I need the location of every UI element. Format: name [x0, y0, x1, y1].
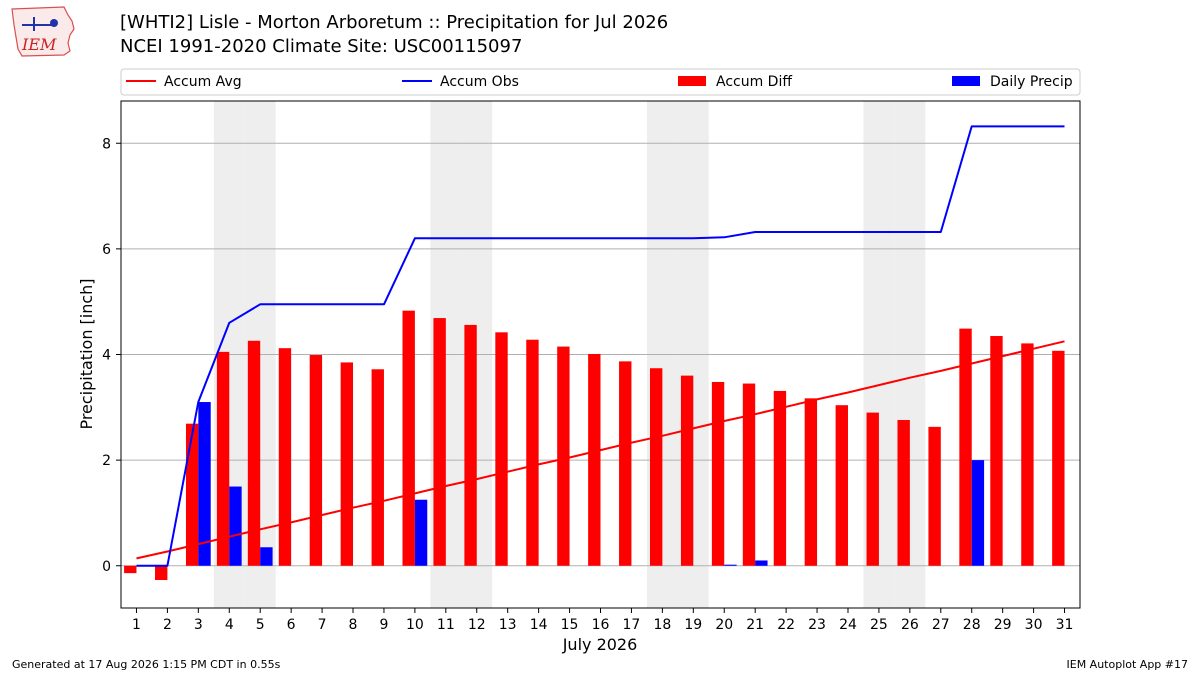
x-tick-label-15: 15 — [561, 617, 579, 633]
x-tick-label-11: 11 — [437, 617, 455, 633]
footer-app: IEM Autoplot App #17 — [1066, 658, 1189, 671]
accum-diff-bar-16 — [588, 353, 601, 566]
accum-diff-bar-28 — [959, 328, 972, 566]
y-tick-label-2: 2 — [102, 453, 111, 469]
accum-diff-bar-22 — [773, 390, 787, 566]
daily-precip-bar-28 — [971, 460, 985, 566]
y-tick-label-6: 6 — [102, 242, 111, 258]
x-tick-label-5: 5 — [256, 617, 265, 633]
legend-label-accum-diff: Accum Diff — [716, 74, 792, 90]
accum-diff-bar-21 — [742, 383, 756, 566]
accum-diff-bar-1 — [124, 565, 137, 574]
legend: Accum Avg Accum Obs Accum Diff Daily Pre… — [120, 68, 1081, 96]
daily-precip-bar-21 — [755, 560, 768, 566]
x-tick-label-9: 9 — [379, 617, 388, 633]
x-tick-label-8: 8 — [349, 617, 358, 633]
accum-diff-bar-10 — [402, 310, 415, 566]
y-tick-label-4: 4 — [102, 348, 111, 364]
accum-diff-bar-29 — [990, 336, 1003, 566]
accum-diff-bar-25 — [866, 412, 879, 566]
logo-text: IEM — [21, 35, 57, 54]
legend-label-accum-avg: Accum Avg — [164, 74, 242, 90]
accum-diff-bar-6 — [278, 348, 292, 566]
daily-precip-bar-5 — [260, 547, 273, 566]
x-tick-label-3: 3 — [194, 617, 203, 633]
y-axis-label: Precipitation [inch] — [77, 278, 96, 429]
daily-precip-bar-3 — [198, 402, 211, 566]
x-tick-label-12: 12 — [468, 617, 486, 633]
accum-diff-bar-13 — [495, 332, 508, 566]
accum-diff-bar-12 — [464, 324, 477, 566]
accum-diff-bar-7 — [309, 355, 323, 566]
accum-diff-bar-19 — [680, 375, 694, 566]
accum-diff-bar-20 — [711, 381, 725, 566]
accum-obs-line — [136, 125, 1065, 567]
x-tick-label-10: 10 — [406, 617, 424, 633]
accum-diff-bar-8 — [340, 362, 354, 566]
x-tick-label-2: 2 — [163, 617, 172, 633]
accum-diff-bar-30 — [1021, 343, 1034, 566]
x-tick-label-6: 6 — [287, 617, 296, 633]
x-tick-label-30: 30 — [1025, 617, 1043, 633]
x-tick-label-27: 27 — [932, 617, 950, 633]
legend-swatch-accum-diff — [678, 76, 706, 86]
x-tick-label-16: 16 — [592, 617, 610, 633]
daily-precip-bar-4 — [229, 486, 242, 566]
legend-label-daily-precip: Daily Precip — [990, 74, 1073, 90]
legend-box — [120, 68, 1081, 96]
accum-diff-bar-14 — [526, 339, 539, 566]
x-tick-label-18: 18 — [653, 617, 671, 633]
x-tick-label-25: 25 — [870, 617, 888, 633]
chart-title: [WHTI2] Lisle - Morton Arboretum :: Prec… — [120, 12, 669, 33]
accum-diff-bar-2 — [155, 565, 168, 581]
daily-precip-bar-20 — [724, 564, 737, 566]
accum-diff-bar-24 — [835, 405, 848, 566]
accum-diff-bar-17 — [619, 361, 632, 566]
accum-diff-bar-23 — [804, 398, 818, 566]
x-tick-label-26: 26 — [901, 617, 919, 633]
x-tick-label-14: 14 — [530, 617, 548, 633]
x-tick-label-29: 29 — [994, 617, 1012, 633]
x-tick-label-13: 13 — [499, 617, 517, 633]
x-axis-label: July 2026 — [562, 635, 638, 654]
footer-generated: Generated at 17 Aug 2026 1:15 PM CDT in … — [12, 658, 281, 671]
x-tick-label-21: 21 — [746, 617, 764, 633]
accum-diff-bar-5 — [247, 340, 261, 566]
x-tick-label-22: 22 — [777, 617, 795, 633]
accum-diff-bar-4 — [216, 351, 230, 566]
accum-diff-bar-15 — [557, 346, 570, 566]
accum-diff-bar-3 — [185, 423, 199, 566]
x-tick-label-19: 19 — [684, 617, 702, 633]
y-tick-label-8: 8 — [102, 136, 111, 152]
accum-diff-bar-27 — [928, 426, 941, 566]
chart-subtitle: NCEI 1991-2020 Climate Site: USC00115097 — [120, 36, 523, 57]
legend-label-accum-obs: Accum Obs — [440, 74, 519, 90]
lines — [136, 125, 1065, 567]
bars — [124, 310, 1065, 581]
x-tick-label-17: 17 — [623, 617, 641, 633]
x-tick-label-23: 23 — [808, 617, 826, 633]
x-tick-label-1: 1 — [132, 617, 141, 633]
y-tick-label-0: 0 — [102, 559, 111, 575]
legend-swatch-daily-precip — [952, 76, 980, 86]
iem-logo-icon: IEM — [11, 6, 75, 57]
x-tick-label-24: 24 — [839, 617, 857, 633]
accum-diff-bar-26 — [897, 419, 910, 566]
accum-diff-bar-11 — [433, 318, 446, 566]
accum-diff-bar-31 — [1052, 350, 1065, 566]
accum-avg-line — [136, 340, 1065, 560]
x-tick-label-4: 4 — [225, 617, 234, 633]
daily-precip-bar-10 — [414, 499, 428, 566]
x-tick-label-28: 28 — [963, 617, 981, 633]
x-tick-label-7: 7 — [318, 617, 327, 633]
x-tick-label-31: 31 — [1056, 617, 1074, 633]
accum-diff-bar-9 — [371, 369, 384, 566]
x-tick-label-20: 20 — [715, 617, 733, 633]
accum-diff-bar-18 — [649, 368, 663, 566]
